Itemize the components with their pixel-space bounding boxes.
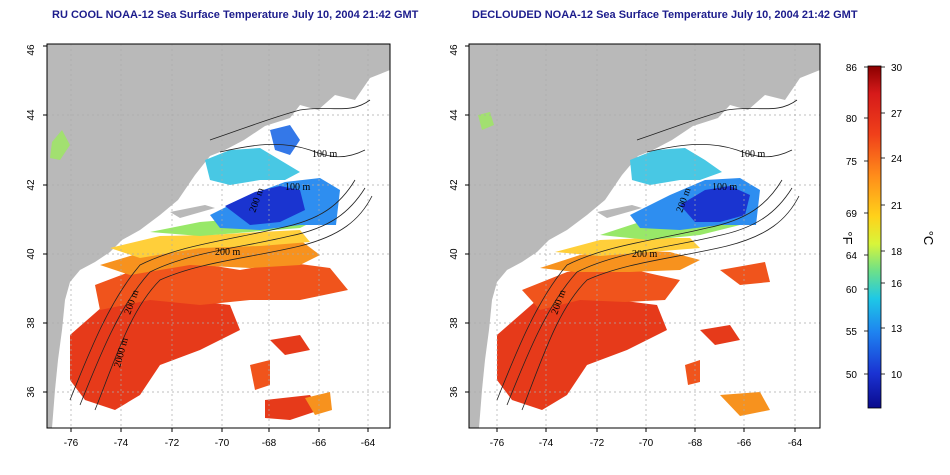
colorbar-c-tick-6: 16	[891, 279, 903, 290]
right-lon-tick-1: -76	[490, 438, 505, 449]
right-land	[469, 44, 820, 428]
right-contour-label-3: 200 m	[632, 249, 658, 260]
colorbar-f-tick-8: 50	[846, 370, 858, 381]
right-map: 100 m 100 m 200 m 200 m 200 m	[468, 43, 821, 429]
colorbar-f-tick-3: 75	[846, 157, 858, 168]
left-lat-tick-6: 46	[26, 44, 37, 56]
colorbar-f-tick-5: 64	[846, 251, 858, 262]
left-land	[47, 44, 390, 428]
left-bathymetry-contours	[69, 99, 373, 411]
colorbar-c-tick-5: 18	[891, 247, 903, 258]
colorbar-c-tick-7: 13	[891, 324, 903, 335]
left-map-title: RU COOL NOAA-12 Sea Surface Temperature …	[52, 9, 419, 21]
left-lat-tick-4: 42	[26, 179, 37, 191]
left-graticule	[47, 44, 390, 428]
right-lat-tick-6: 46	[449, 44, 460, 56]
left-lon-tick-2: -74	[114, 438, 129, 449]
colorbar-c-tick-8: 10	[891, 370, 903, 381]
right-lat-tick-3: 40	[449, 248, 460, 260]
left-contour-label-3: 200 m	[215, 247, 241, 258]
right-lon-tick-6: -66	[737, 438, 752, 449]
colorbar-c-tick-1: 30	[891, 63, 903, 74]
right-lat-tick-5: 44	[449, 109, 460, 121]
left-lon-tick-6: -66	[312, 438, 327, 449]
right-lon-tick-7: -64	[788, 438, 803, 449]
left-map-frame	[46, 43, 391, 429]
right-lon-tick-3: -72	[590, 438, 605, 449]
colorbar-c-tick-3: 24	[891, 154, 903, 165]
left-lon-tick-7: -64	[361, 438, 376, 449]
right-bathymetry-contours	[496, 99, 800, 411]
left-lat-tick-3: 40	[26, 248, 37, 260]
right-lat-tick-4: 42	[449, 179, 460, 191]
left-contour-label-1: 100 m	[312, 149, 338, 160]
right-lat-axis	[465, 45, 469, 393]
colorbar-f-tick-1: 86	[846, 63, 858, 74]
right-graticule	[469, 44, 820, 428]
colorbar-c-tick-2: 27	[891, 109, 903, 120]
colorbar-c-tick-4: 21	[891, 201, 903, 212]
colorbar: 86 80 75 69 64 60 55 50 30 27 24 21 18 1…	[840, 63, 936, 409]
colorbar-fahrenheit-unit: °F	[840, 231, 855, 244]
colorbar-f-tick-7: 55	[846, 327, 858, 338]
left-lat-tick-2: 38	[26, 317, 37, 329]
right-lon-tick-2: -74	[539, 438, 554, 449]
colorbar-f-tick-6: 60	[846, 285, 858, 296]
right-map-title: DECLOUDED NOAA-12 Sea Surface Temperatur…	[472, 9, 858, 21]
right-map-frame	[468, 43, 821, 429]
colorbar-f-tick-4: 69	[846, 209, 858, 220]
right-contour-label-1: 100 m	[740, 149, 766, 160]
left-lon-axis	[70, 428, 369, 432]
left-lat-tick-1: 36	[26, 386, 37, 398]
right-lon-tick-5: -68	[688, 438, 703, 449]
right-contour-label-2: 100 m	[712, 182, 738, 193]
left-lon-tick-3: -72	[165, 438, 180, 449]
left-contour-label-2: 100 m	[285, 182, 311, 193]
left-lat-tick-5: 44	[26, 109, 37, 121]
colorbar-gradient	[867, 65, 882, 409]
left-map: 100 m 100 m 200 m 200 m 200 m 2000 m	[46, 43, 391, 429]
right-lat-tick-2: 38	[449, 317, 460, 329]
right-lat-tick-1: 36	[449, 386, 460, 398]
left-lon-tick-1: -76	[64, 438, 79, 449]
left-lon-tick-4: -70	[215, 438, 230, 449]
right-lon-tick-4: -70	[639, 438, 654, 449]
left-sst-field	[50, 125, 348, 420]
left-lon-tick-5: -68	[262, 438, 277, 449]
colorbar-f-tick-2: 80	[846, 114, 858, 125]
right-lon-axis	[496, 428, 796, 432]
left-lat-axis	[43, 45, 47, 393]
colorbar-celsius-unit: °C	[921, 231, 936, 246]
